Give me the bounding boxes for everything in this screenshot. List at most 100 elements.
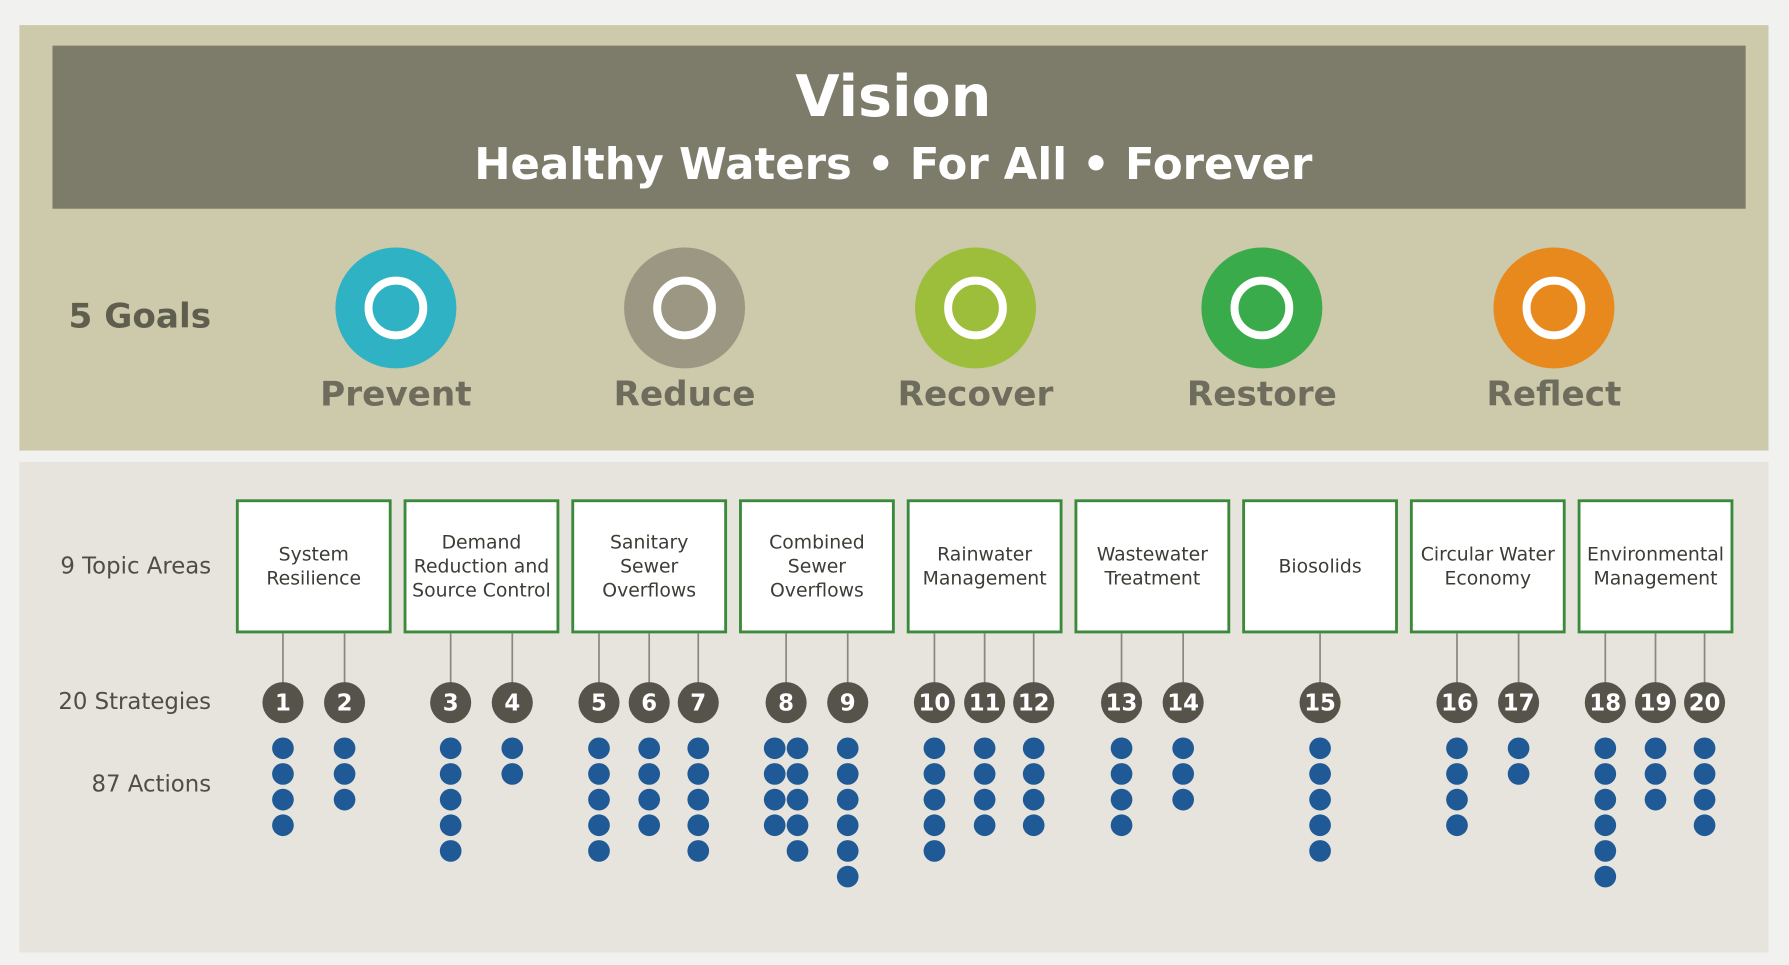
action-dot (687, 840, 710, 862)
topic-label: Sewer (788, 556, 846, 577)
action-dots (923, 737, 946, 862)
strategy-badge (765, 682, 807, 724)
strategy-number: 6 (641, 690, 657, 716)
row-label: 87 Actions (92, 771, 212, 797)
action-dots (638, 737, 661, 837)
topic-label: Environmental (1587, 544, 1724, 565)
topic-label: Reduction and (414, 556, 549, 577)
strategy-number: 10 (919, 690, 951, 716)
action-dots (1110, 737, 1133, 837)
action-dots (1594, 737, 1617, 888)
action-dot (1644, 737, 1667, 760)
goal-icon (624, 247, 746, 369)
action-dot (923, 763, 946, 785)
action-dot (588, 840, 610, 862)
action-dot (836, 737, 859, 760)
topic-label: Management (923, 568, 1047, 589)
action-dot (763, 814, 786, 837)
vision-title: Vision (795, 64, 991, 130)
action-dots (1693, 737, 1716, 837)
goal-icon-glyph (364, 276, 428, 340)
action-dot (836, 788, 859, 811)
action-dot (763, 788, 786, 811)
strategy-badge (430, 682, 472, 724)
action-dots (763, 737, 809, 862)
goal-name: Restore (1187, 374, 1337, 414)
strategy-number: 20 (1689, 690, 1721, 716)
action-dot (1309, 737, 1331, 760)
action-dot (763, 737, 786, 760)
action-dots (501, 737, 524, 785)
action-dot (439, 737, 462, 760)
topic-box (1409, 499, 1566, 634)
action-dot (1644, 763, 1667, 785)
action-dot (923, 737, 946, 760)
strategy-badge (1684, 682, 1726, 724)
action-dot (1507, 763, 1530, 785)
action-dot (1022, 763, 1045, 785)
action-dot (1594, 814, 1617, 837)
action-dot (1594, 840, 1617, 862)
action-dot (272, 814, 294, 837)
goal-icon-glyph (944, 276, 1007, 340)
strategy-badge (1634, 682, 1677, 724)
strategy-number: 9 (840, 690, 856, 716)
action-dot (973, 737, 996, 760)
topic-label: Resilience (266, 568, 361, 589)
vision-subtitle: Healthy Waters • For All • Forever (474, 140, 1313, 190)
action-dot (588, 763, 610, 785)
action-dots (1172, 737, 1194, 811)
action-dot (1110, 788, 1133, 811)
vision-banner (52, 45, 1746, 209)
action-dot (1594, 737, 1617, 760)
strategy-number: 11 (969, 690, 1001, 716)
action-dot (272, 737, 294, 760)
topic-label: Management (1594, 568, 1718, 589)
topic-box (235, 499, 392, 634)
topic-label: Overflows (770, 580, 864, 601)
action-dot (687, 814, 710, 837)
action-dot (836, 840, 859, 862)
action-dot (836, 865, 859, 888)
topic-box (739, 499, 895, 634)
topic-label: Overflows (602, 580, 696, 601)
action-dots (1507, 737, 1530, 785)
action-dot (439, 763, 462, 785)
action-dot (333, 763, 356, 785)
topic-label: Treatment (1103, 568, 1200, 589)
action-dots (1446, 737, 1468, 837)
action-dot (687, 763, 710, 785)
goal-name: Reduce (614, 374, 756, 414)
action-dot (1172, 737, 1194, 760)
strategy-badge (964, 682, 1006, 724)
goal-icon-glyph (1522, 276, 1586, 340)
strategy-number: 7 (690, 690, 706, 716)
action-dot (501, 763, 524, 785)
action-dot (272, 788, 294, 811)
action-dots (1022, 737, 1045, 837)
action-dot (1172, 763, 1194, 785)
action-dots (272, 737, 294, 837)
topic-label: Biosolids (1278, 556, 1361, 577)
action-dot (1446, 737, 1468, 760)
strategy-number: 13 (1106, 690, 1138, 716)
action-dot (1309, 840, 1331, 862)
action-dots (973, 737, 996, 837)
action-dot (439, 814, 462, 837)
action-dot (588, 737, 610, 760)
action-dot (1693, 814, 1716, 837)
goal-icon (335, 247, 457, 369)
strategy-badge (1013, 682, 1055, 724)
strategy-badge (578, 682, 620, 724)
strategy-badge (491, 682, 533, 724)
goals-label: 5 Goals (69, 297, 212, 337)
action-dot (638, 763, 661, 785)
action-dot (1309, 763, 1331, 785)
action-dots (1309, 737, 1331, 862)
strategy-number: 12 (1018, 690, 1050, 716)
action-dot (1022, 788, 1045, 811)
action-dot (638, 737, 661, 760)
goal-icon (1493, 247, 1615, 369)
action-dot (1594, 865, 1617, 888)
action-dots (588, 737, 610, 862)
